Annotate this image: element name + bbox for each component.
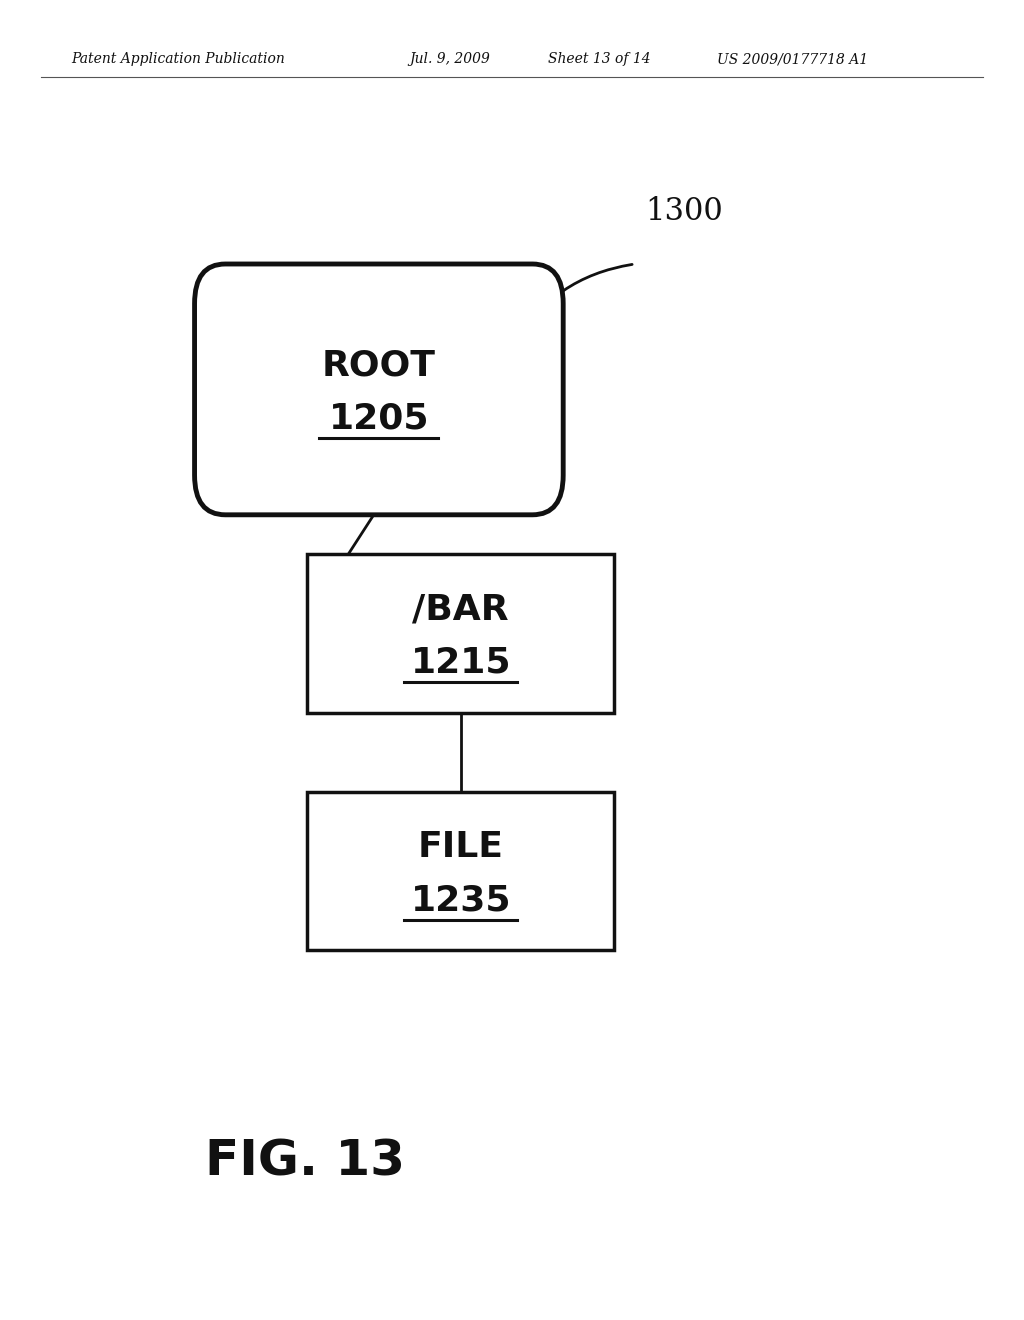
Text: FIG. 13: FIG. 13 (205, 1138, 404, 1185)
Text: 1205: 1205 (329, 401, 429, 436)
Text: 1300: 1300 (645, 195, 723, 227)
Text: Patent Application Publication: Patent Application Publication (72, 53, 286, 66)
Text: US 2009/0177718 A1: US 2009/0177718 A1 (717, 53, 868, 66)
FancyBboxPatch shape (195, 264, 563, 515)
FancyBboxPatch shape (307, 554, 614, 713)
Text: ROOT: ROOT (322, 348, 436, 383)
Text: Jul. 9, 2009: Jul. 9, 2009 (410, 53, 490, 66)
FancyBboxPatch shape (307, 792, 614, 950)
Text: 1215: 1215 (411, 645, 511, 680)
Text: /BAR: /BAR (413, 593, 509, 627)
Text: FILE: FILE (418, 830, 504, 865)
Text: 1235: 1235 (411, 883, 511, 917)
Text: Sheet 13 of 14: Sheet 13 of 14 (548, 53, 650, 66)
